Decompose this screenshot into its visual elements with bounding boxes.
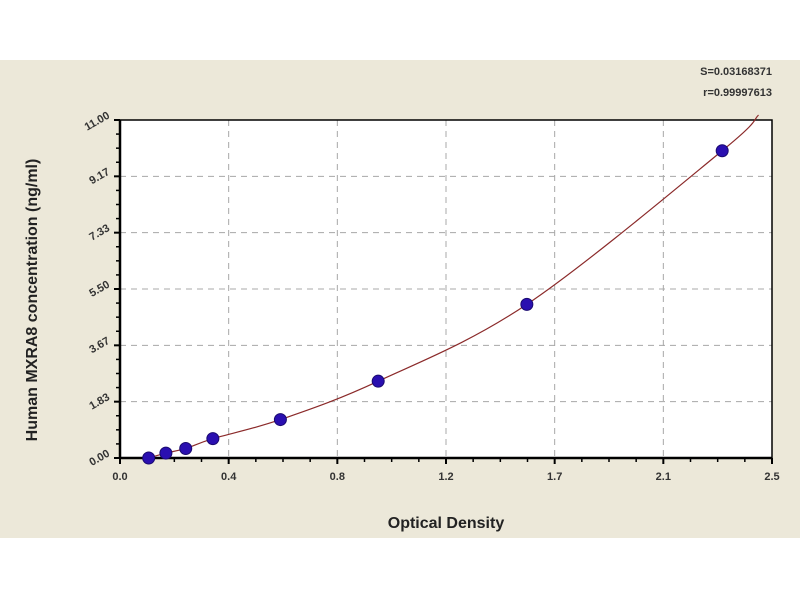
annotation-r: r=0.99997613 — [703, 87, 772, 99]
data-point — [273, 413, 287, 427]
x-tick-label: 0.0 — [112, 471, 127, 483]
y-tick-label: 0.00 — [87, 448, 112, 469]
y-tick-label: 7.33 — [87, 222, 112, 243]
y-tick-label: 3.67 — [87, 335, 112, 356]
data-points — [142, 144, 729, 465]
y-axis-label: Human MXRA8 concentration (ng/ml) — [24, 159, 41, 442]
data-point — [142, 451, 156, 465]
fit-curve — [148, 114, 759, 459]
data-point — [179, 441, 193, 455]
x-tick-label: 1.7 — [547, 471, 562, 483]
y-tick-label: 9.17 — [87, 166, 112, 187]
annotation-s: S=0.03168371 — [700, 66, 772, 78]
data-point — [715, 144, 729, 158]
x-tick-label: 0.4 — [221, 471, 237, 483]
y-tick-label: 11.00 — [83, 110, 112, 134]
x-tick-label: 0.8 — [330, 471, 345, 483]
grid — [120, 120, 772, 458]
x-tick-label: 2.5 — [764, 471, 779, 483]
data-point — [520, 297, 534, 311]
x-tick-label: 2.1 — [656, 471, 671, 483]
y-tick-label: 1.83 — [87, 391, 112, 412]
y-tick-label: 5.50 — [87, 279, 112, 300]
data-point — [206, 432, 220, 446]
data-point — [371, 374, 385, 388]
x-tick-label: 1.2 — [438, 471, 453, 483]
data-point — [159, 446, 173, 460]
x-axis-label: Optical Density — [388, 515, 505, 532]
